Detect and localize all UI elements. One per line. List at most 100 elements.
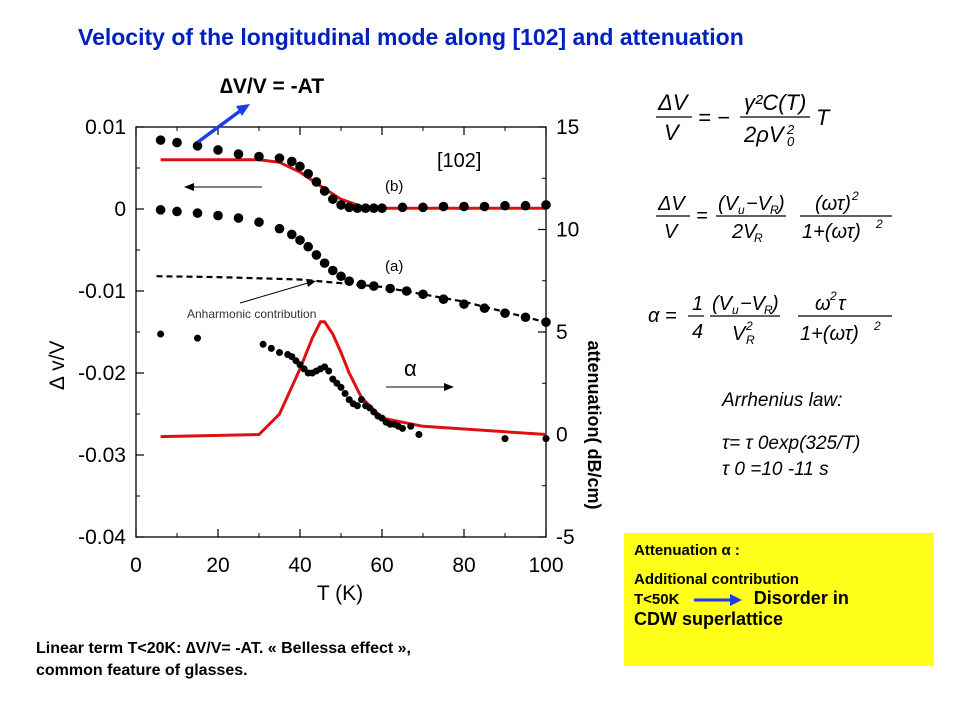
data-point <box>194 334 201 342</box>
attenuation-note-line4: CDW superlattice <box>634 609 784 629</box>
data-point <box>341 390 349 397</box>
x-tick-label: 20 <box>206 554 229 577</box>
y-tick-label: -0.03 <box>78 444 126 467</box>
data-point <box>233 213 244 223</box>
data-point <box>325 367 333 375</box>
svg-text:2: 2 <box>829 289 837 303</box>
data-point <box>303 168 314 179</box>
equation-velocity-heat-capacity: ΔV V = − γ²C(T) 2ρV 0 2 T <box>656 90 831 149</box>
svg-text:1: 1 <box>692 293 703 315</box>
svg-text:): ) <box>776 193 785 215</box>
svg-text:2: 2 <box>851 189 859 203</box>
data-point <box>274 223 285 234</box>
y2-tick-label: -5 <box>556 526 575 549</box>
data-point <box>459 299 469 309</box>
equations-panel: ΔV V = − γ²C(T) 2ρV 0 2 T ΔV V = (V u −VR… <box>648 90 892 347</box>
data-point <box>276 349 283 356</box>
y-axis-label: ∆ v/V <box>46 340 69 389</box>
data-point <box>415 431 423 438</box>
data-point <box>353 402 361 410</box>
data-point <box>438 201 449 212</box>
arrhenius-tau-formula: τ= τ 0exp(325/T) <box>722 432 861 454</box>
data-point <box>344 276 355 286</box>
x-tick-label: 40 <box>288 554 311 577</box>
svg-text:u: u <box>732 303 739 317</box>
anharmonic-label: Anharmonic contribution <box>187 307 316 321</box>
data-point <box>303 241 314 252</box>
blue-arrowhead-icon <box>236 104 250 116</box>
data-point <box>501 435 509 443</box>
data-point <box>311 177 322 187</box>
data-point <box>287 229 297 240</box>
attenuation-note-temperature: T<50K <box>634 591 680 608</box>
anharmonic-pointer <box>239 282 309 304</box>
svg-text:τ: τ <box>838 293 847 315</box>
left-arrowhead-icon <box>184 183 194 191</box>
data-point <box>295 235 305 245</box>
svg-text:−V: −V <box>746 193 773 215</box>
y2-tick-label: 10 <box>556 219 579 242</box>
data-point <box>155 135 166 145</box>
attenuation-note-line3: T<50K Disorder in <box>634 588 924 609</box>
fit-curve-0 <box>160 158 546 210</box>
svg-text:(V: (V <box>718 193 740 215</box>
data-point <box>336 271 346 282</box>
direction-label: [102] <box>437 150 481 172</box>
data-point <box>401 286 412 296</box>
data-point <box>319 258 330 268</box>
svg-text:R: R <box>764 303 773 317</box>
slide-title: Velocity of the longitudinal mode along … <box>78 24 744 50</box>
plot-frame <box>135 126 547 538</box>
equation-relaxation-velocity: ΔV V = (V u −VR ) 2VR (ωτ) 2 1+(ωτ) 2 <box>656 189 892 245</box>
svg-text:(V: (V <box>712 293 734 315</box>
svg-text:ΔV: ΔV <box>657 90 690 115</box>
data-point <box>479 303 490 314</box>
svg-text:2: 2 <box>745 319 753 333</box>
data-point <box>254 217 264 227</box>
data-point <box>344 202 355 213</box>
anharmonic-pointer-head <box>306 279 316 287</box>
svg-text:α =: α = <box>648 305 677 327</box>
data-point <box>213 145 223 155</box>
y-tick-label: 0.01 <box>85 116 126 139</box>
attenuation-note-line2: Additional contribution <box>634 571 799 588</box>
data-point <box>155 205 166 215</box>
x-tick-label: 100 <box>528 554 563 577</box>
curve-b-label: (b) <box>385 178 403 195</box>
y-tick-label: -0.01 <box>78 280 126 303</box>
svg-text:= −: = − <box>698 105 730 130</box>
svg-text:V: V <box>664 221 679 243</box>
data-point <box>233 149 244 159</box>
data-point <box>418 289 428 300</box>
data-point <box>328 265 338 276</box>
arrhenius-law: Arrhenius law: τ= τ 0exp(325/T) τ 0 =10 … <box>722 388 860 484</box>
data-point <box>358 396 365 404</box>
svg-text:R: R <box>770 203 779 217</box>
y2-axis-label: attenuation( dB/cm) <box>584 341 604 510</box>
svg-text:): ) <box>770 293 779 315</box>
svg-text:(ωτ): (ωτ) <box>815 193 851 215</box>
data-point <box>438 294 449 305</box>
data-point <box>259 340 267 348</box>
svg-text:ω: ω <box>815 293 831 315</box>
svg-text:ΔV: ΔV <box>657 193 686 215</box>
x-tick-label: 80 <box>452 554 475 577</box>
bellessa-note-line1: Linear term T<20K: ∆V/V= -AT. « Bellessa… <box>36 640 411 657</box>
y-tick-label: -0.02 <box>78 362 126 385</box>
y2-tick-label: 5 <box>556 321 568 344</box>
arrhenius-heading: Arrhenius law: <box>722 390 843 411</box>
data-point <box>328 194 338 204</box>
data-point <box>369 281 379 291</box>
data-point <box>500 308 510 318</box>
svg-text:2: 2 <box>873 319 881 333</box>
data-point <box>192 208 203 218</box>
bellessa-note-line2: common feature of glasses. <box>36 662 248 680</box>
data-point <box>541 317 551 327</box>
svg-text:γ²C(T): γ²C(T) <box>744 90 806 115</box>
y2-tick-label: 15 <box>556 116 579 139</box>
svg-text:V: V <box>664 120 681 145</box>
data-point <box>542 435 550 443</box>
svg-text:1+(ωτ): 1+(ωτ) <box>802 221 861 243</box>
y-tick-label: 0 <box>114 198 126 221</box>
attenuation-note-title: Attenuation α : <box>634 542 740 559</box>
